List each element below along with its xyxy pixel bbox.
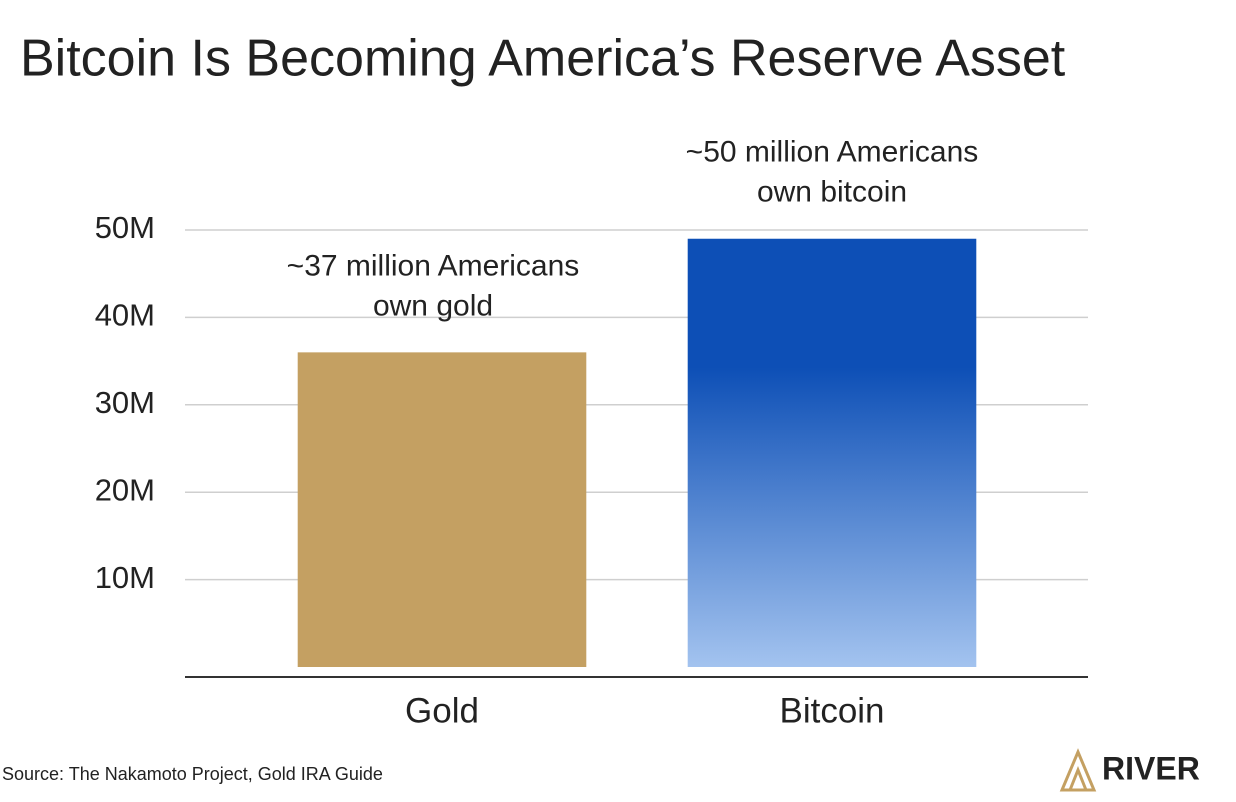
- y-tick-label: 20M: [95, 472, 155, 507]
- source-note: Source: The Nakamoto Project, Gold IRA G…: [2, 764, 383, 784]
- logo-icon: [1059, 748, 1097, 792]
- y-tick-label: 30M: [95, 385, 155, 420]
- y-tick-label: 50M: [95, 210, 155, 245]
- y-tick-label: 40M: [95, 298, 155, 333]
- y-tick-label: 10M: [95, 560, 155, 595]
- chart-title: Bitcoin Is Becoming America’s Reserve As…: [20, 30, 1066, 88]
- annotation: own gold: [373, 289, 493, 322]
- bar: [297, 352, 587, 667]
- brand-name: RIVER: [1102, 750, 1200, 786]
- bar: [687, 238, 977, 668]
- annotation: ~50 million Americans: [686, 136, 979, 169]
- x-tick-label: Bitcoin: [779, 691, 884, 730]
- annotation: ~37 million Americans: [287, 249, 580, 282]
- brand-logo: RIVER: [1059, 748, 1200, 792]
- annotation: own bitcoin: [757, 176, 907, 209]
- x-tick-label: Gold: [405, 691, 479, 730]
